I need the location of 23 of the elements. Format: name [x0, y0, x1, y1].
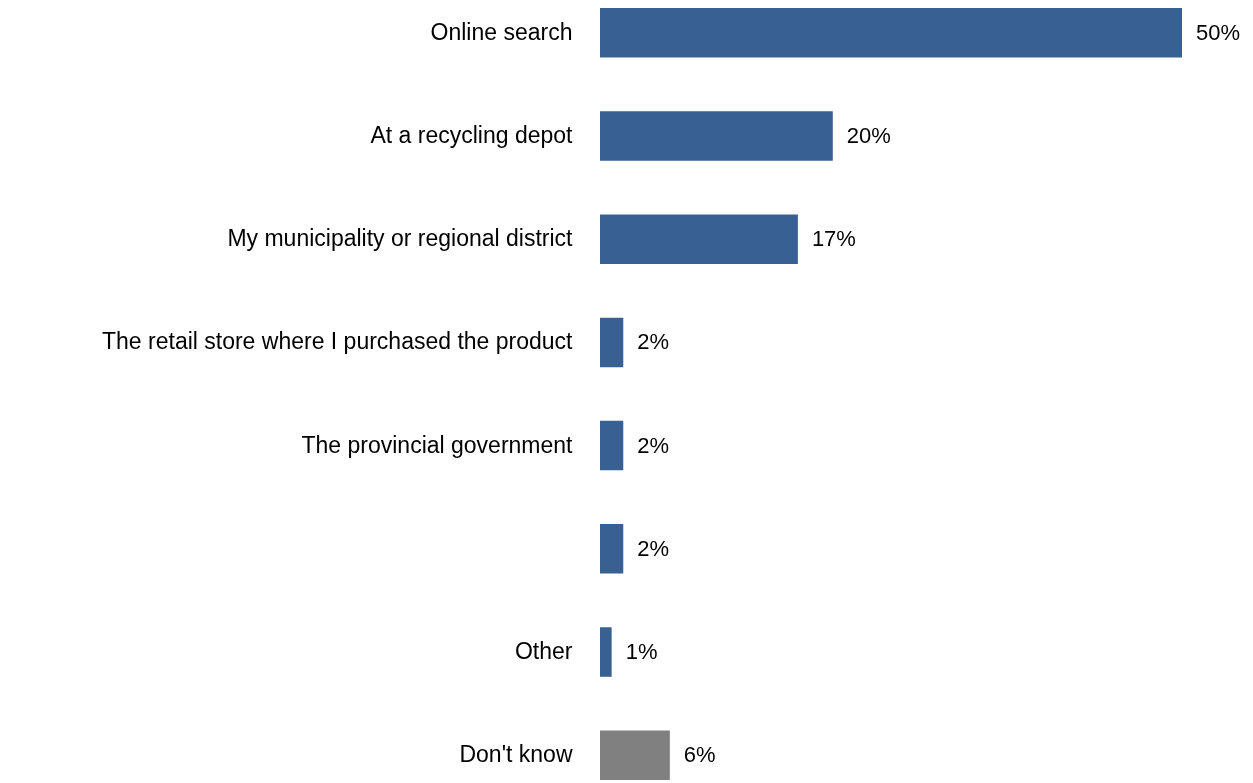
data-label: 2% — [637, 535, 670, 561]
y-tick-label: Online search — [430, 18, 573, 45]
y-tick-label: My municipality or regional district — [227, 225, 574, 252]
y-tick-label: The provincial government — [301, 431, 574, 458]
bar — [600, 8, 1182, 58]
bar — [600, 111, 833, 161]
bar — [600, 627, 612, 677]
y-tick-label: Other — [514, 638, 573, 665]
data-label: 2% — [637, 432, 670, 458]
data-label: 2% — [637, 329, 670, 355]
bar — [600, 317, 624, 368]
bar — [600, 214, 798, 264]
y-tick-label: At a recycling depot — [370, 121, 574, 148]
bar — [600, 730, 670, 780]
data-label: 6% — [683, 742, 716, 768]
data-label: 1% — [625, 639, 658, 665]
data-label: 17% — [811, 226, 856, 252]
bar — [600, 420, 624, 471]
bar — [600, 524, 624, 574]
data-label: 50% — [1196, 19, 1241, 45]
data-label: 20% — [846, 122, 891, 148]
y-tick-label: The retail store where I purchased the product — [102, 328, 574, 355]
y-tick-label: Don't know — [459, 741, 573, 768]
